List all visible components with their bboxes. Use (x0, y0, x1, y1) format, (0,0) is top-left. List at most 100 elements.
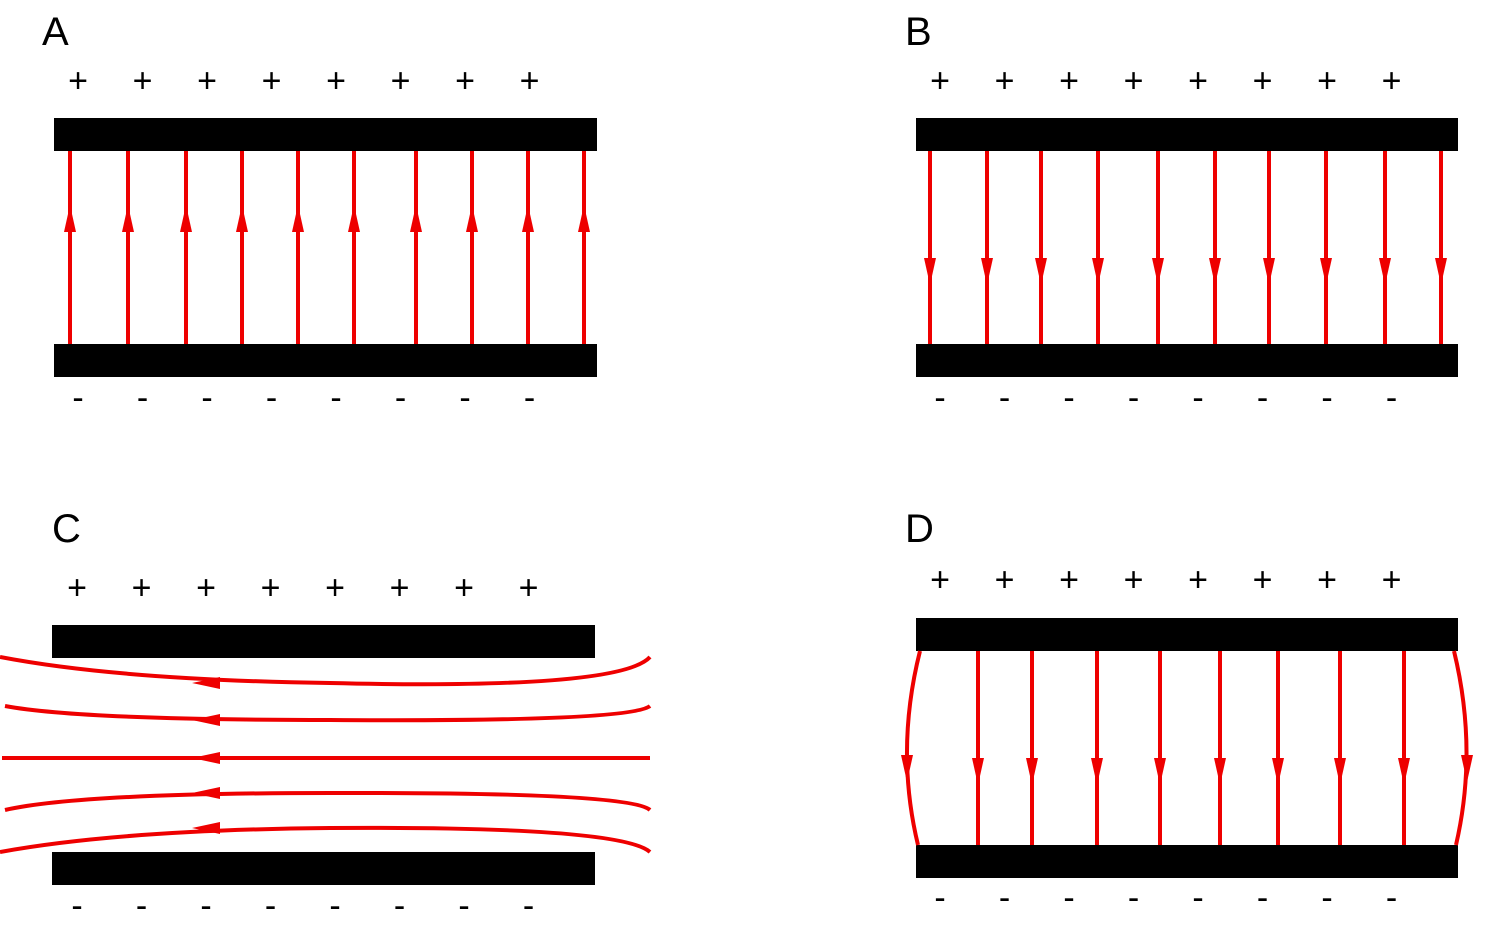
arrowhead (292, 205, 304, 232)
arrowhead (1026, 758, 1038, 785)
arrowhead (236, 205, 248, 232)
field-line (4, 704, 652, 723)
negative-charge: - (1192, 879, 1203, 917)
arrowhead (1398, 758, 1410, 785)
negative-charge: - (1192, 379, 1203, 417)
positive-charge: + (390, 569, 410, 607)
top-plate (52, 625, 595, 658)
arrowhead (1209, 258, 1221, 285)
panel-label: C (52, 507, 81, 551)
negative-charge: - (1321, 379, 1332, 417)
arrowhead (192, 714, 220, 726)
negative-charge: - (1321, 879, 1332, 917)
negative-charge: - (934, 879, 945, 917)
bottom-plate (916, 845, 1458, 878)
positive-charge: + (995, 561, 1015, 599)
field-line (0, 655, 652, 687)
negative-charge: - (1257, 879, 1268, 917)
arrowhead (466, 205, 478, 232)
panel-label: A (42, 10, 69, 54)
arrowhead (1379, 258, 1391, 285)
bottom-plate (52, 852, 595, 885)
positive-charge: + (262, 62, 282, 100)
arrowhead (1091, 758, 1103, 785)
positive-charge: + (1317, 62, 1337, 100)
negative-charge: - (934, 379, 945, 417)
negative-charge: - (71, 887, 82, 925)
negative-charge: - (136, 887, 147, 925)
positive-charge: + (1059, 62, 1079, 100)
negative-charge: - (524, 379, 535, 417)
arrowhead (1272, 758, 1284, 785)
positive-charge: + (1317, 561, 1337, 599)
arrowhead (1152, 258, 1164, 285)
panel-label: B (905, 10, 932, 54)
bottom-plate (916, 344, 1458, 377)
positive-charge: + (1124, 62, 1144, 100)
arrowhead (1154, 758, 1166, 785)
positive-charge: + (1382, 561, 1402, 599)
arrowhead (348, 205, 360, 232)
arrowhead (122, 205, 134, 232)
negative-charge: - (394, 887, 405, 925)
positive-charge: + (1124, 561, 1144, 599)
negative-charge: - (137, 379, 148, 417)
arrowhead (924, 258, 936, 285)
field-line (4, 790, 652, 812)
positive-charge: + (326, 62, 346, 100)
arrowhead (901, 755, 913, 782)
positive-charge: + (520, 62, 540, 100)
positive-charge: + (454, 569, 474, 607)
arrowhead (192, 677, 220, 689)
arrowhead (981, 258, 993, 285)
positive-charge: + (930, 561, 950, 599)
arrowhead (64, 205, 76, 232)
negative-charge: - (1063, 379, 1074, 417)
positive-charge: + (68, 62, 88, 100)
positive-charge: + (930, 62, 950, 100)
arrowhead (1461, 755, 1473, 782)
negative-charge: - (201, 379, 212, 417)
field-line (904, 650, 922, 846)
negative-charge: - (329, 887, 340, 925)
arrowhead (1214, 758, 1226, 785)
arrowhead (192, 822, 220, 834)
field-line (1452, 650, 1469, 846)
positive-charge: + (455, 62, 475, 100)
arrowhead (1092, 258, 1104, 285)
negative-charge: - (1257, 379, 1268, 417)
positive-charge: + (67, 569, 87, 607)
negative-charge: - (72, 379, 83, 417)
arrowhead (578, 205, 590, 232)
arrowhead (192, 752, 220, 764)
negative-charge: - (1063, 879, 1074, 917)
panel-label: D (905, 507, 934, 551)
negative-charge: - (200, 887, 211, 925)
positive-charge: + (197, 62, 217, 100)
arrowhead (1334, 758, 1346, 785)
negative-charge: - (395, 379, 406, 417)
negative-charge: - (330, 379, 341, 417)
negative-charge: - (999, 879, 1010, 917)
positive-charge: + (325, 569, 345, 607)
positive-charge: + (519, 569, 539, 607)
negative-charge: - (523, 887, 534, 925)
positive-charge: + (391, 62, 411, 100)
arrowhead (1320, 258, 1332, 285)
arrowhead (972, 758, 984, 785)
negative-charge: - (1128, 879, 1139, 917)
negative-charge: - (1386, 379, 1397, 417)
negative-charge: - (1386, 879, 1397, 917)
negative-charge: - (266, 379, 277, 417)
arrowhead (1263, 258, 1275, 285)
arrowhead (522, 205, 534, 232)
positive-charge: + (133, 62, 153, 100)
top-plate (916, 118, 1458, 151)
negative-charge: - (459, 379, 470, 417)
positive-charge: + (1253, 561, 1273, 599)
positive-charge: + (1382, 62, 1402, 100)
positive-charge: + (1188, 561, 1208, 599)
negative-charge: - (458, 887, 469, 925)
negative-charge: - (265, 887, 276, 925)
